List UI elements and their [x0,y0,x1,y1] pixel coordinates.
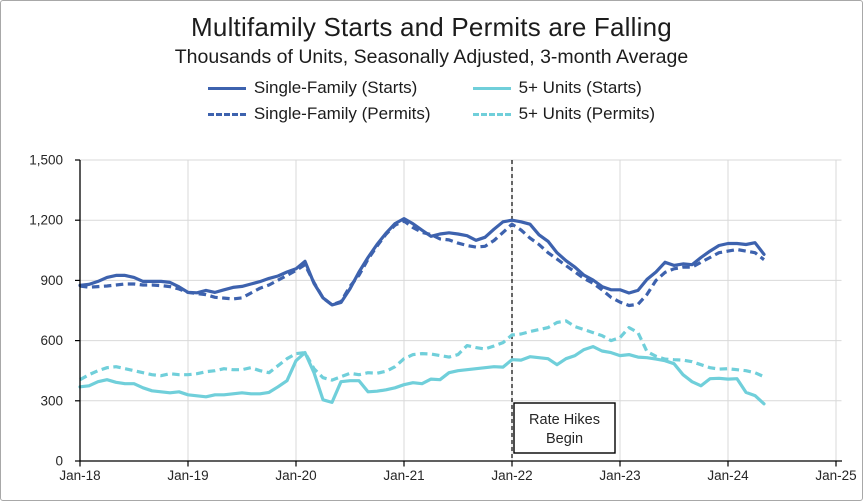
x-axis-labels: Jan-18 Jan-19 Jan-20 Jan-21 Jan-22 Jan-2… [59,468,856,483]
legend-item-5plus-units-permits: 5+ Units (Permits) [472,104,656,124]
x-tick-label: Jan-20 [275,468,316,483]
x-tick-label: Jan-19 [167,468,208,483]
x-tick-label: Jan-24 [707,468,749,483]
line-5plus-units-permits [79,319,765,382]
legend-swatch-solid-blue-icon [207,86,246,90]
gridlines [80,159,842,461]
legend-item-5plus-units-starts: 5+ Units (Starts) [472,78,656,98]
x-tick-label: Jan-18 [59,468,100,483]
chart-header: Multifamily Starts and Permits are Falli… [1,12,862,124]
line-5plus-units-starts [78,345,766,406]
y-tick-label: 600 [40,333,63,348]
chart-title: Multifamily Starts and Permits are Falli… [191,12,672,42]
x-tick-label: Jan-23 [599,468,640,483]
x-tick-label: Jan-21 [383,468,424,483]
annotation-box [513,402,616,454]
line-single-family-starts [78,217,766,307]
axis-ticks [75,159,837,467]
y-tick-label: 300 [40,393,63,408]
legend-swatch-dashed-blue-icon [207,112,246,116]
legend-item-single-family-permits: Single-Family (Permits) [207,104,431,124]
y-tick-label: 1,500 [29,153,63,168]
x-tick-label: Jan-25 [815,468,856,483]
x-tick-label: Jan-22 [491,468,532,483]
legend-swatch-solid-cyan-icon [472,86,511,90]
legend-label: Single-Family (Permits) [253,104,431,123]
y-tick-label: 900 [40,273,63,288]
legend-item-single-family-starts: Single-Family (Starts) [207,78,431,98]
y-tick-label: 0 [55,454,63,469]
legend-swatch-dashed-cyan-icon [472,112,511,116]
rate-hikes-annotation: Rate Hikes Begin [513,402,616,454]
legend-label: 5+ Units (Permits) [518,104,656,123]
annotation-line2: Begin [546,431,583,447]
chart-subtitle: Thousands of Units, Seasonally Adjusted,… [174,46,689,68]
legend: Single-Family (Starts) 5+ Units (Starts)… [207,78,656,124]
y-tick-label: 1,200 [29,213,63,228]
annotation-line1: Rate Hikes [529,412,600,428]
line-single-family-permits [79,219,765,308]
legend-label: 5+ Units (Starts) [518,78,642,97]
y-axis-labels: 0 300 600 900 1,200 1,500 [29,153,63,469]
legend-label: Single-Family (Starts) [253,78,418,97]
series-lines [78,217,766,406]
